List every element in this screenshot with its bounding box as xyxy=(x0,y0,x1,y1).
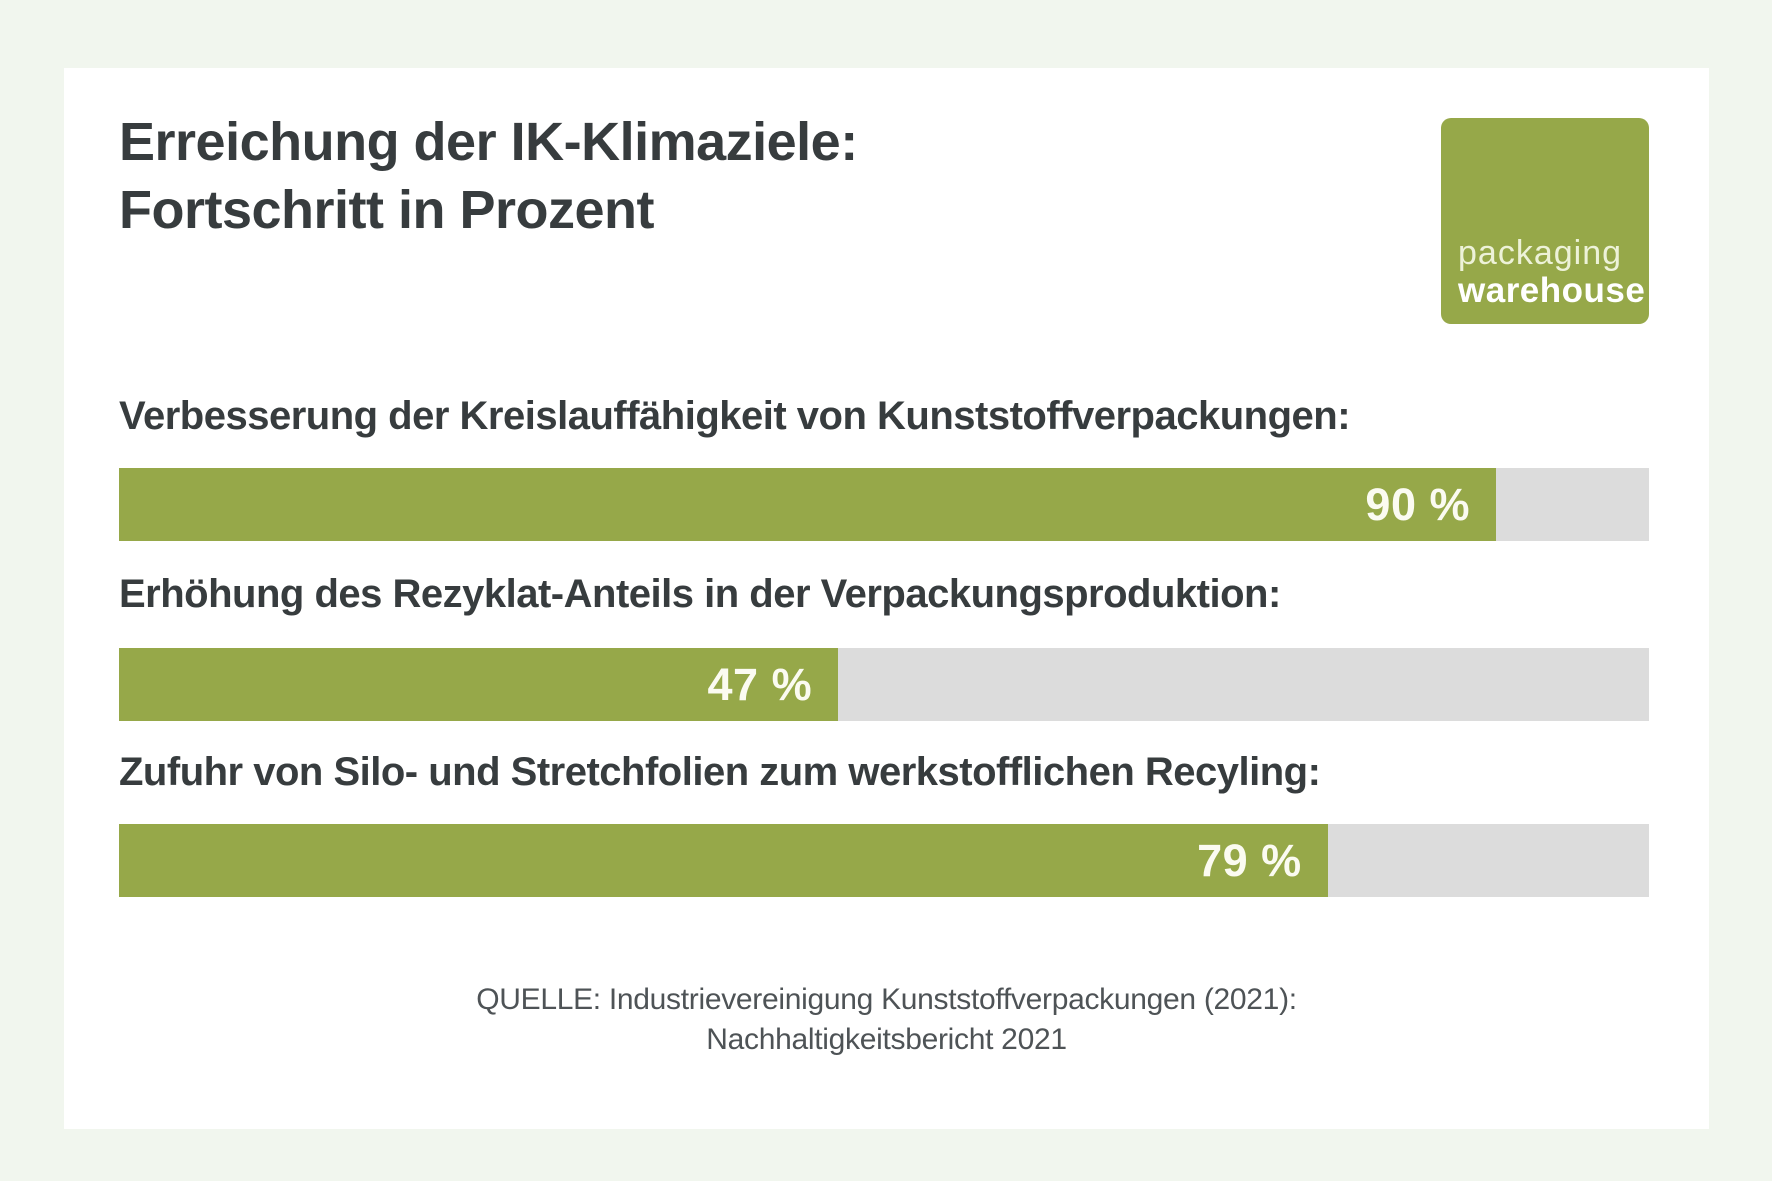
bar-fill: 90 % xyxy=(119,468,1496,541)
bar-label-silo-stretchfolien: Zufuhr von Silo- und Stretchfolien zum w… xyxy=(119,750,1321,794)
chart-title-line1: Erreichung der IK-Klimaziele: xyxy=(119,112,858,172)
bar-value-label: 79 % xyxy=(1197,834,1302,886)
source-line2: Nachhaltigkeitsbericht 2021 xyxy=(706,1023,1067,1056)
bar-track: 47 % xyxy=(119,648,1649,721)
bar-fill: 47 % xyxy=(119,648,839,721)
source-line1: QUELLE: Industrievereinigung Kunststoffv… xyxy=(476,983,1297,1016)
logo-text-warehouse: warehouse xyxy=(1458,271,1646,311)
source-attribution: QUELLE: Industrievereinigung Kunststoffv… xyxy=(64,980,1709,1060)
bar-label-rezyklat-anteil: Erhöhung des Rezyklat-Anteils in der Ver… xyxy=(119,572,1281,616)
bar-value-label: 90 % xyxy=(1365,478,1470,530)
bar-track: 79 % xyxy=(119,824,1649,897)
bar-value-label: 47 % xyxy=(707,658,813,710)
bar-label-kreislauffaehigkeit: Verbesserung der Kreislauffähigkeit von … xyxy=(119,394,1351,438)
brand-logo-text: packaging warehouse xyxy=(1458,235,1645,310)
chart-title-line2: Fortschritt in Prozent xyxy=(119,180,655,240)
infographic-card: Erreichung der IK-Klimaziele: Fortschrit… xyxy=(64,68,1709,1129)
bar-fill: 79 % xyxy=(119,824,1328,897)
bar-track: 90 % xyxy=(119,468,1649,541)
brand-logo: packaging warehouse xyxy=(1441,118,1649,324)
logo-text-packaging: packaging xyxy=(1458,234,1623,273)
chart-title: Erreichung der IK-Klimaziele: Fortschrit… xyxy=(119,108,858,244)
